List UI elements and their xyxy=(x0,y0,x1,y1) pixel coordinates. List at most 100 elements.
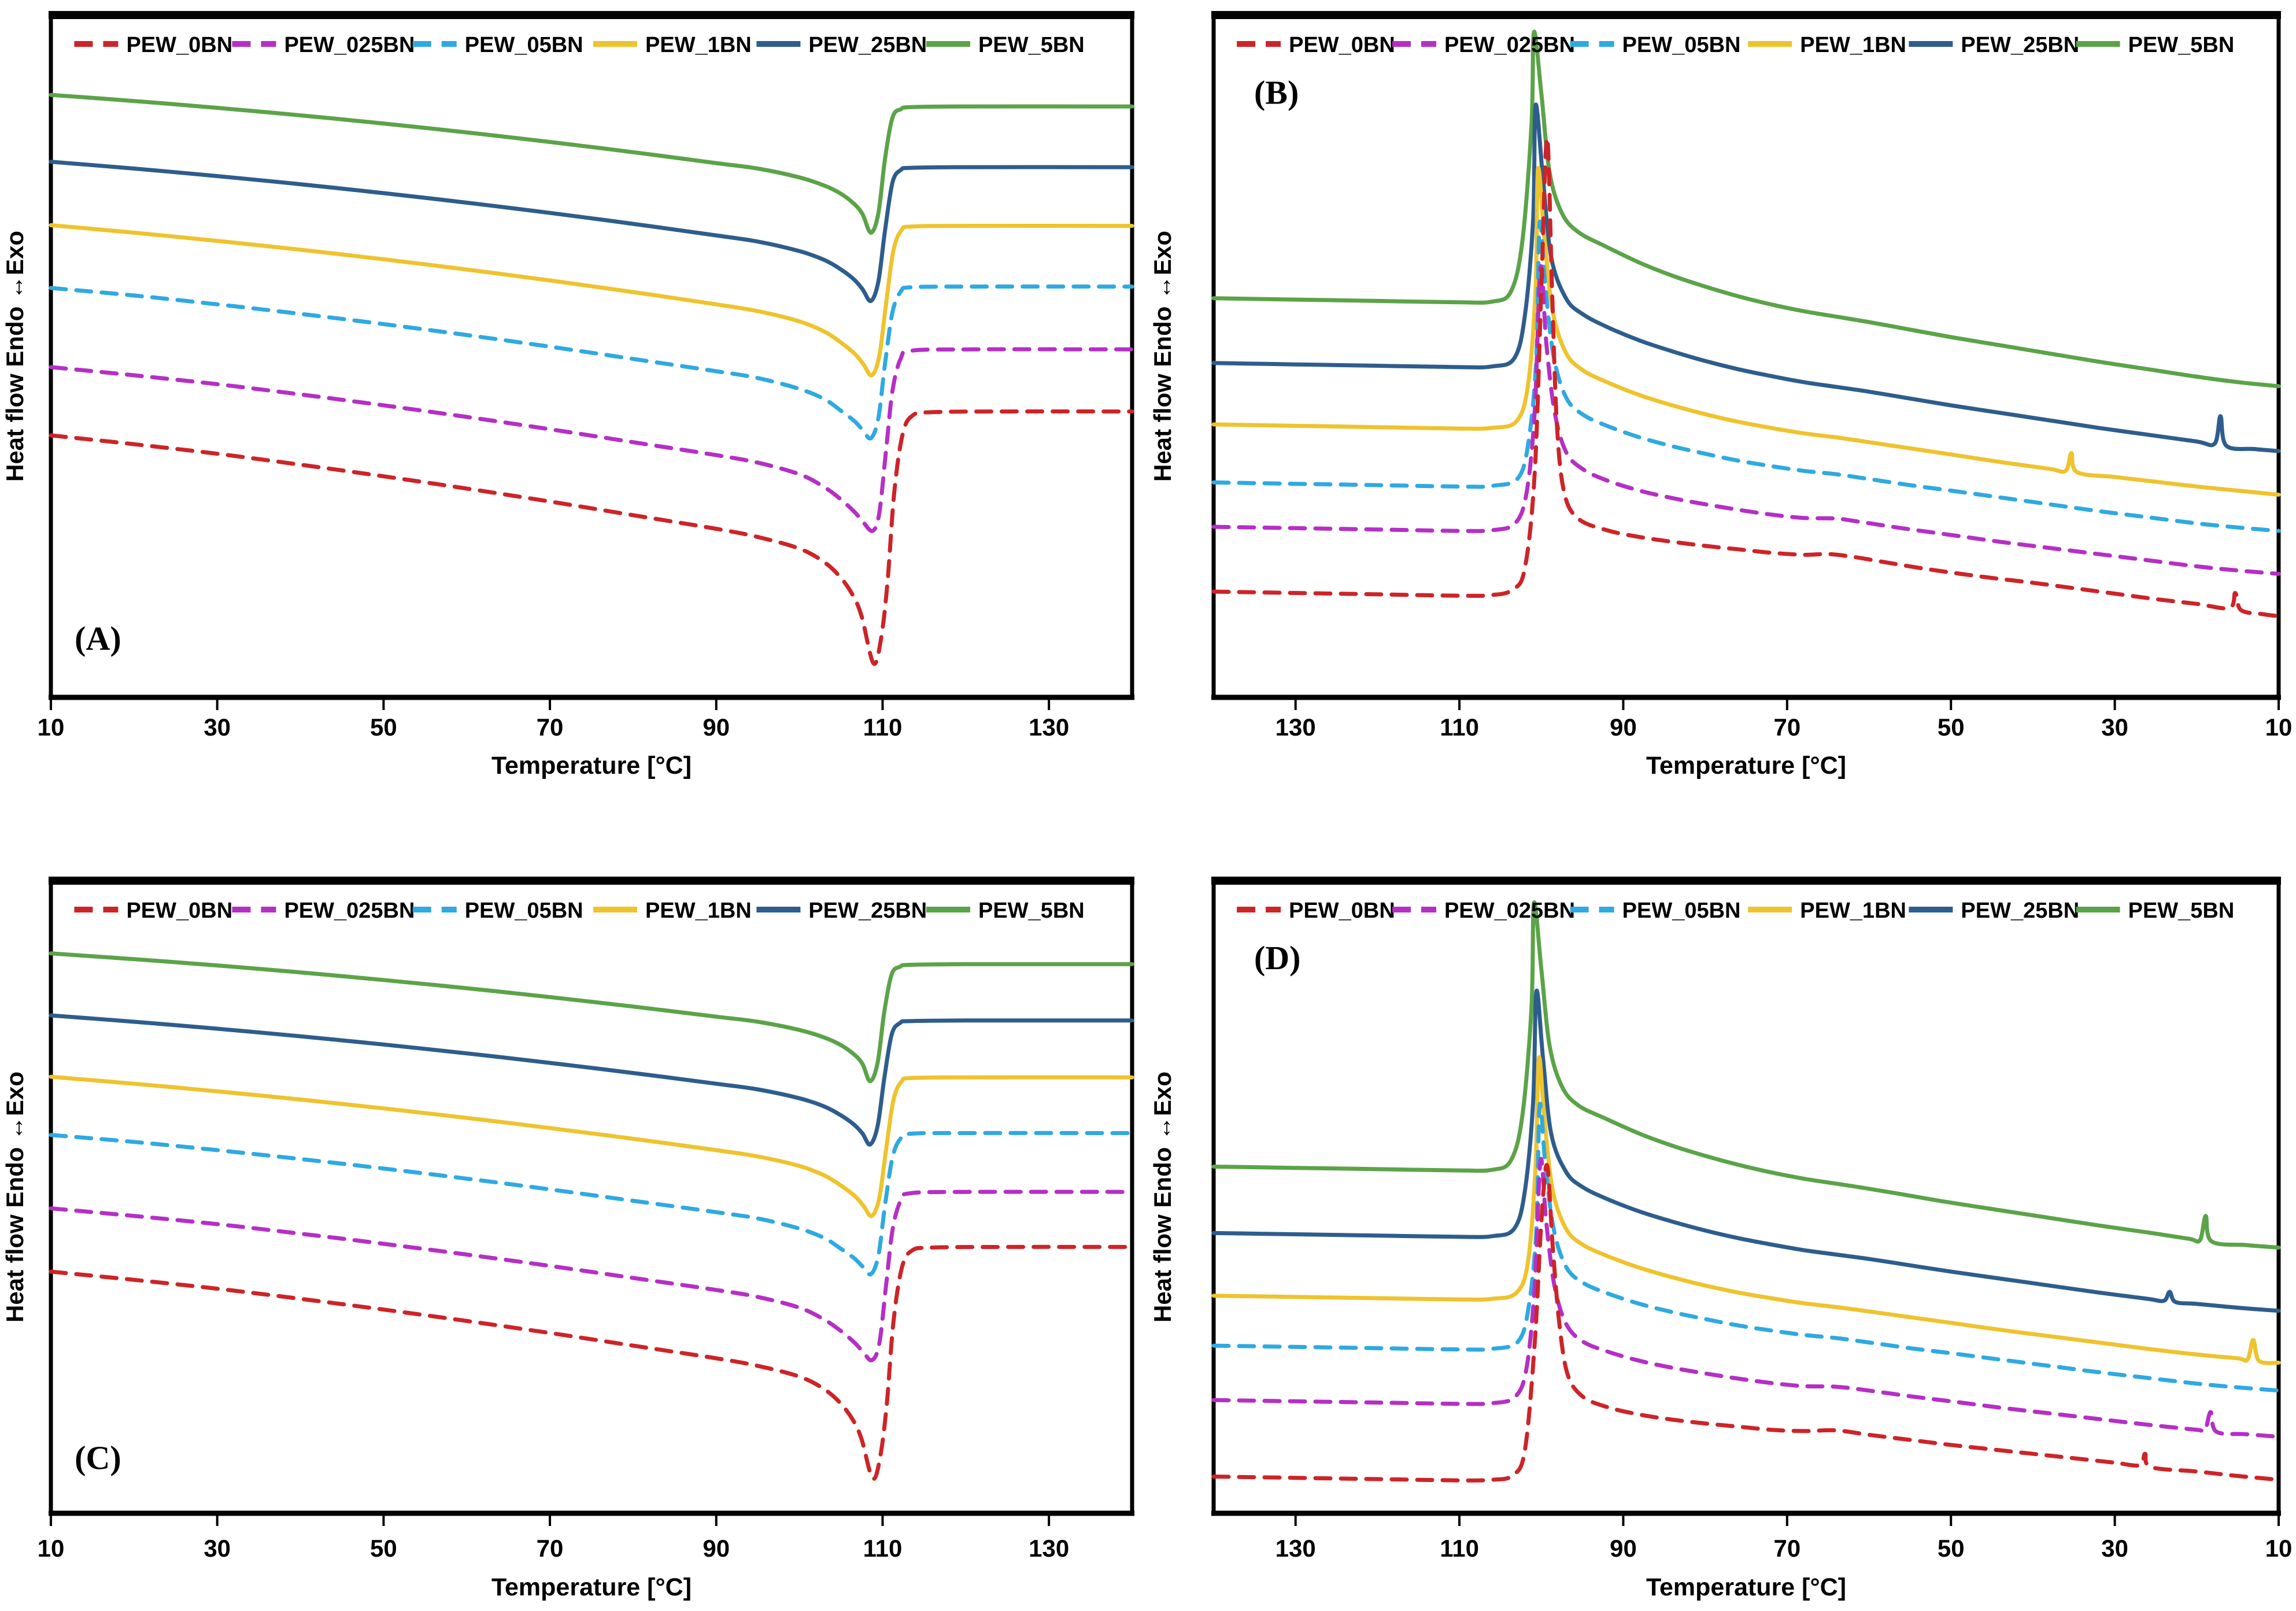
legend-item-PEW_0BN: PEW_0BN xyxy=(74,33,232,57)
plot-border xyxy=(1211,13,2281,700)
legend-label: PEW_05BN xyxy=(1622,33,1741,57)
legend-label: PEW_1BN xyxy=(645,899,752,923)
series-PEW_1BN-line xyxy=(1211,1055,2281,1365)
legend-label: PEW_5BN xyxy=(2128,33,2235,57)
panel-letter: (A) xyxy=(75,619,121,657)
x-tick-label: 70 xyxy=(537,1535,564,1562)
x-tick-label: 90 xyxy=(1610,714,1637,741)
plot-border xyxy=(1211,878,2281,1516)
x-tick-label: 10 xyxy=(38,714,65,741)
series-PEW_5BN-line xyxy=(1211,29,2281,389)
series-PEW_25BN-line xyxy=(1211,988,2281,1313)
panel-letter: (B) xyxy=(1254,73,1299,111)
legend-item-PEW_025BN: PEW_025BN xyxy=(1392,899,1575,923)
x-tick-label: 50 xyxy=(1938,714,1965,741)
x-tick-label: 30 xyxy=(2101,1535,2128,1562)
legend-item-PEW_1BN: PEW_1BN xyxy=(1748,899,1906,923)
legend-item-PEW_05BN: PEW_05BN xyxy=(1570,899,1741,923)
legend-label: PEW_5BN xyxy=(978,33,1085,57)
series-PEW_5BN-line xyxy=(49,951,1134,1084)
series-PEW_25BN-line xyxy=(49,160,1134,303)
panel-b-chart: 130 110 90 70 50 30 10 Temperature [°C] Heat flo… xyxy=(1149,11,2293,779)
x-tick-label: 30 xyxy=(204,714,231,741)
legend-label: PEW_5BN xyxy=(978,899,1085,923)
panel-letter: (C) xyxy=(75,1439,121,1476)
x-tick-label: 110 xyxy=(863,1535,903,1562)
legend-item-PEW_5BN: PEW_5BN xyxy=(926,899,1085,923)
y-axis-title: Heat flow Endo ↔Exo xyxy=(1149,231,1176,482)
panel-a: 10 30 50 70 90 110 130 Temperature [°C] Heat flo… xyxy=(0,0,1148,806)
x-tick-label: 90 xyxy=(1610,1535,1637,1562)
x-tick-label: 30 xyxy=(204,1535,231,1562)
series-PEW_1BN-line xyxy=(1211,165,2281,497)
legend-label: PEW_05BN xyxy=(1622,899,1741,923)
series-PEW_0BN-line xyxy=(49,409,1134,666)
x-tick-label: 70 xyxy=(1773,714,1800,741)
legend-item-PEW_25BN: PEW_25BN xyxy=(756,899,927,923)
series-PEW_5BN-line xyxy=(1211,900,2281,1250)
legend-item-PEW_05BN: PEW_05BN xyxy=(412,33,583,57)
series-PEW_0BN-line xyxy=(1211,1163,2281,1483)
legend-label: PEW_1BN xyxy=(1800,33,1906,57)
series-PEW_25BN-line xyxy=(49,1013,1134,1147)
x-tick-label: 110 xyxy=(863,714,903,741)
panel-letter: (D) xyxy=(1254,939,1301,977)
series-PEW_025BN-line xyxy=(49,347,1134,533)
legend-item-PEW_5BN: PEW_5BN xyxy=(2076,33,2235,57)
legend-label: PEW_25BN xyxy=(808,33,927,57)
legend-item-PEW_5BN: PEW_5BN xyxy=(926,33,1085,57)
legend-item-PEW_025BN: PEW_025BN xyxy=(232,33,415,57)
legend-label: PEW_05BN xyxy=(465,33,583,57)
x-tick-label: 130 xyxy=(1029,714,1069,741)
x-tick-label: 10 xyxy=(38,1535,65,1562)
legend-item-PEW_25BN: PEW_25BN xyxy=(1909,899,2079,923)
y-axis-title: Heat flow Endo ↔Exo xyxy=(1,1071,28,1322)
legend-label: PEW_025BN xyxy=(1444,899,1575,923)
series-PEW_0BN-line xyxy=(1211,135,2281,619)
legend-item-PEW_0BN: PEW_0BN xyxy=(1237,33,1395,57)
x-tick-label: 130 xyxy=(1029,1535,1069,1562)
legend-label: PEW_0BN xyxy=(126,899,232,923)
series-PEW_5BN-line xyxy=(49,93,1134,235)
legend-label: PEW_0BN xyxy=(126,33,232,57)
panel-a-chart: 10 30 50 70 90 110 130 Temperature [°C] Heat flo… xyxy=(1,11,1134,779)
x-tick-label: 130 xyxy=(1275,714,1316,741)
x-tick-label: 130 xyxy=(1275,1535,1316,1562)
legend-item-PEW_0BN: PEW_0BN xyxy=(74,899,232,923)
x-axis-title: Temperature [°C] xyxy=(491,752,692,779)
series-PEW_025BN-line xyxy=(1211,1156,2281,1439)
x-tick-label: 30 xyxy=(2101,714,2128,741)
legend-item-PEW_05BN: PEW_05BN xyxy=(1570,33,1741,57)
legend-item-PEW_0BN: PEW_0BN xyxy=(1237,899,1395,923)
panel-c-chart: 10 30 50 70 90 110 130 Temperature [°C] Heat flo… xyxy=(1,877,1134,1601)
legend-item-PEW_25BN: PEW_25BN xyxy=(1909,33,2079,57)
x-tick-label: 10 xyxy=(2265,1535,2293,1562)
series-PEW_1BN-line xyxy=(49,223,1134,378)
legend-label: PEW_025BN xyxy=(284,33,415,57)
legend-item-PEW_5BN: PEW_5BN xyxy=(2076,899,2235,923)
panel-c: 10 30 50 70 90 110 130 Temperature [°C] Heat flo… xyxy=(0,806,1148,1611)
x-tick-label: 10 xyxy=(2265,714,2293,741)
legend-item-PEW_1BN: PEW_1BN xyxy=(1748,33,1906,57)
legend-label: PEW_5BN xyxy=(2128,899,2235,923)
x-tick-label: 50 xyxy=(370,1535,397,1562)
legend-item-PEW_025BN: PEW_025BN xyxy=(232,899,415,923)
legend-label: PEW_25BN xyxy=(808,899,927,923)
panel-d: 130 110 90 70 50 30 10 Temperature [°C] Heat flo… xyxy=(1148,806,2296,1611)
legend-label: PEW_25BN xyxy=(1961,33,2079,57)
x-tick-label: 110 xyxy=(1440,714,1479,741)
x-axis-title: Temperature [°C] xyxy=(491,1573,692,1601)
x-tick-label: 70 xyxy=(537,714,564,741)
series-PEW_025BN-line xyxy=(49,1189,1134,1362)
x-tick-label: 50 xyxy=(1938,1535,1965,1562)
x-tick-label: 110 xyxy=(1440,1535,1479,1562)
legend-label: PEW_025BN xyxy=(284,899,415,923)
legend-item-PEW_1BN: PEW_1BN xyxy=(593,899,752,923)
x-axis-title: Temperature [°C] xyxy=(1646,752,1846,779)
series-PEW_0BN-line xyxy=(49,1244,1134,1481)
legend-item-PEW_05BN: PEW_05BN xyxy=(412,899,583,923)
legend-label: PEW_25BN xyxy=(1961,899,2079,923)
x-tick-label: 90 xyxy=(703,1535,730,1562)
legend-label: PEW_1BN xyxy=(645,33,752,57)
